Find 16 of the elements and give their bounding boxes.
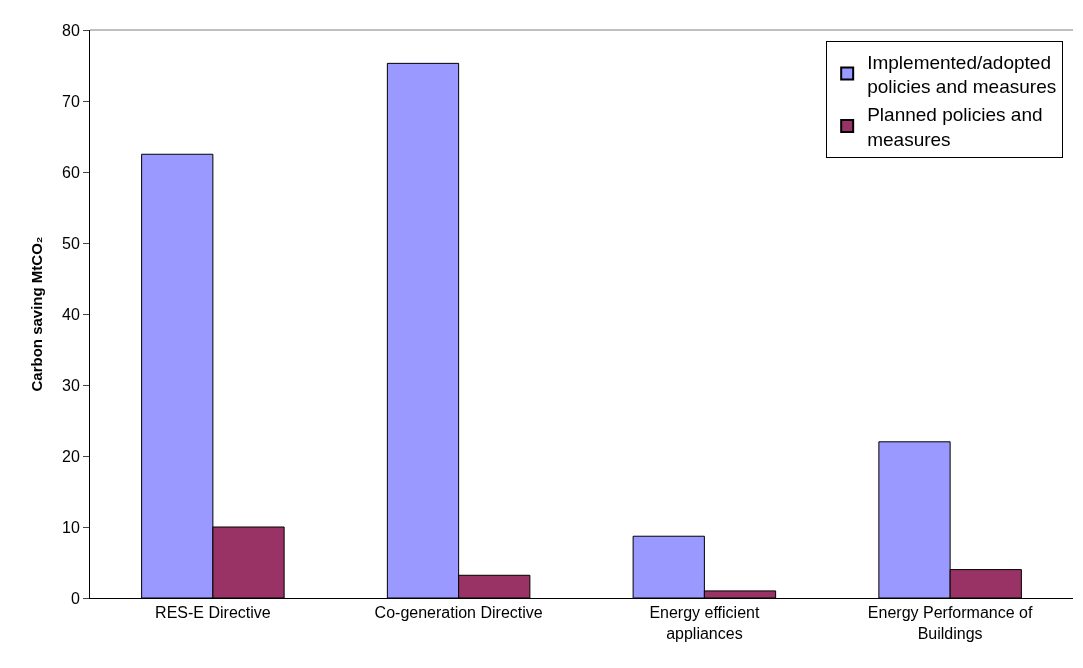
x-tick-label: Co-generation Directive	[374, 604, 543, 622]
x-tick-label: RES-E Directive	[155, 604, 271, 622]
y-tick-label: 0	[70, 589, 80, 607]
y-tick-label: 30	[62, 376, 80, 394]
y-tick-label: 60	[62, 163, 80, 181]
y-tick-label: 40	[62, 305, 80, 323]
y-axis-title: Carbon saving MtCO₂	[28, 236, 46, 392]
x-tick-label: Energy Performance of Buildings	[867, 604, 1033, 642]
y-tick-label: 20	[62, 447, 80, 465]
y-tick-label: 10	[62, 518, 80, 536]
y-tick-label: 70	[62, 92, 80, 110]
y-tick-label: 50	[62, 234, 80, 252]
legend-label: Planned policies and measures	[867, 104, 1043, 150]
legend-label: Implemented/adopted policies and measures	[867, 51, 1057, 98]
x-tick-label: Energy efficient appliances	[649, 604, 760, 642]
y-tick-label: 80	[62, 21, 80, 39]
